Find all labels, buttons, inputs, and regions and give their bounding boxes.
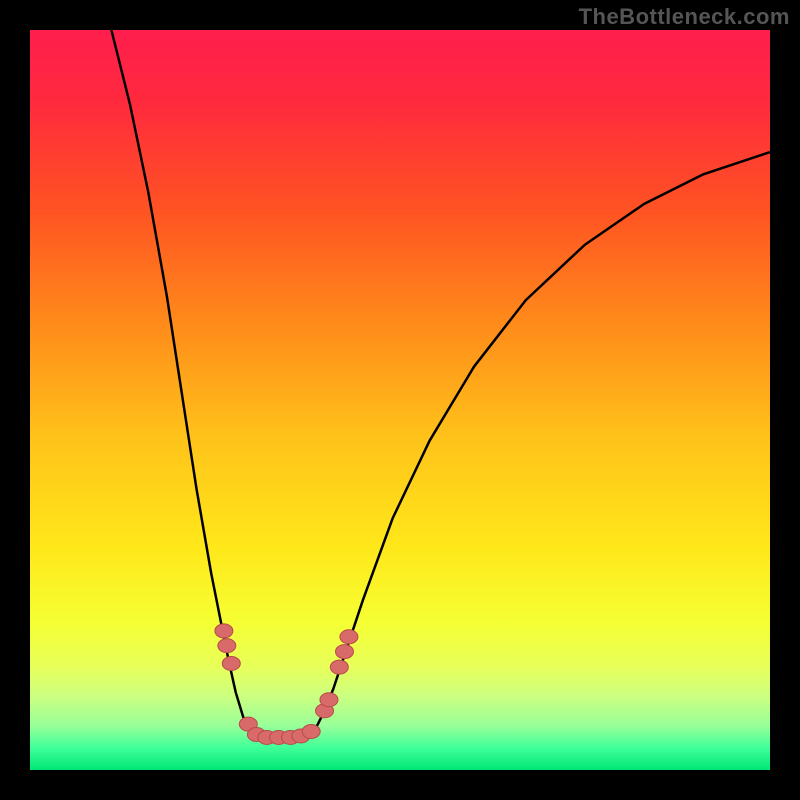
plot-area xyxy=(30,30,770,770)
curve-marker xyxy=(218,639,236,653)
curve-marker xyxy=(336,645,354,659)
watermark-text: TheBottleneck.com xyxy=(579,4,790,30)
chart-frame: TheBottleneck.com xyxy=(0,0,800,800)
curve-marker xyxy=(215,624,233,638)
curve-marker xyxy=(330,660,348,674)
curve-marker xyxy=(340,630,358,644)
plot-svg xyxy=(30,30,770,770)
curve-marker xyxy=(302,725,320,739)
curve-marker xyxy=(320,693,338,707)
curve-marker xyxy=(222,656,240,670)
gradient-background xyxy=(30,30,770,770)
